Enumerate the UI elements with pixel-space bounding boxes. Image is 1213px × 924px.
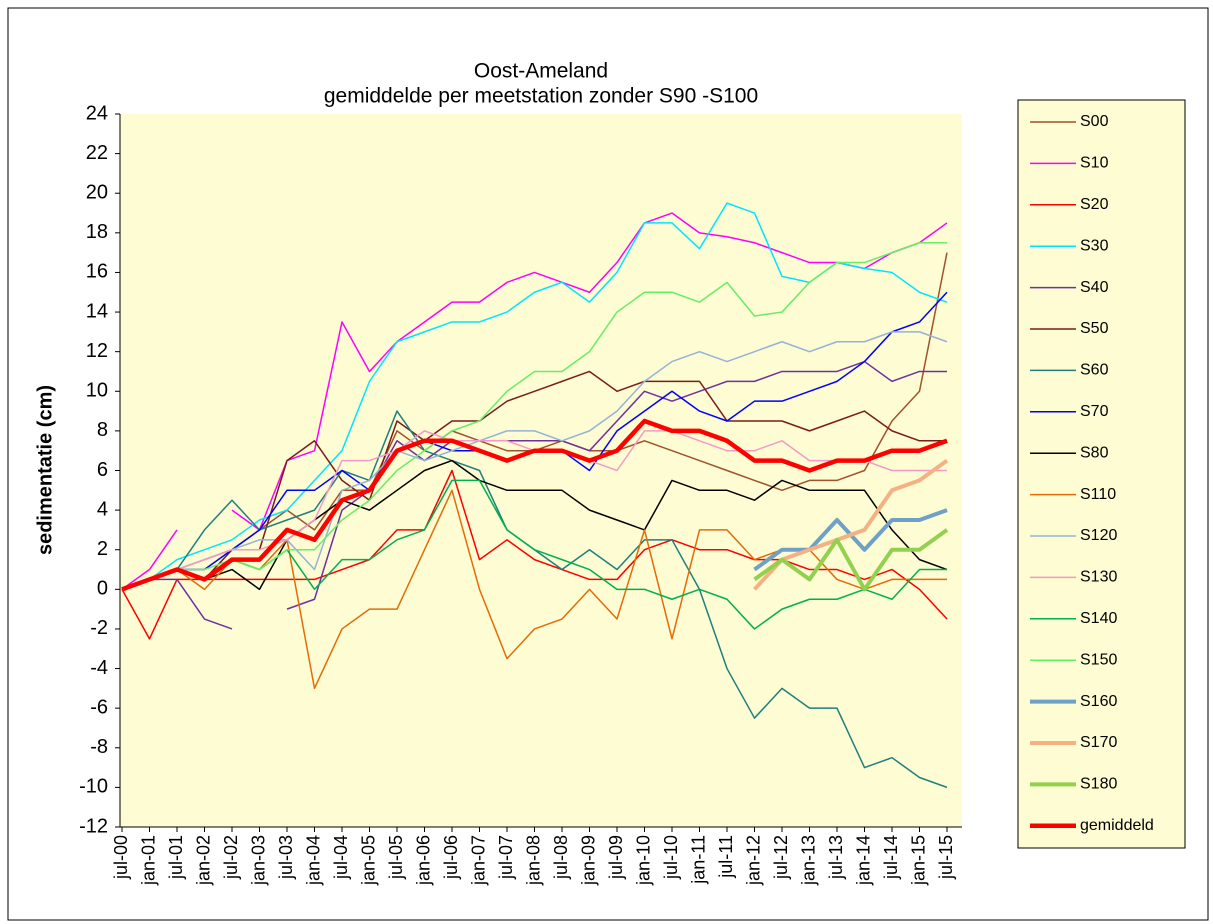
y-tick-label: 14	[86, 300, 108, 322]
x-tick-label: jul-13	[826, 835, 846, 880]
legend-label: S120	[1080, 527, 1117, 544]
x-tick-label: jan-10	[633, 835, 653, 886]
legend-label: S40	[1080, 279, 1109, 296]
x-tick-label: jul-11	[716, 835, 736, 879]
x-tick-label: jan-08	[523, 835, 543, 886]
x-tick-label: jul-01	[166, 835, 186, 880]
x-tick-label: jul-04	[331, 835, 351, 880]
chart-subtitle: gemiddelde per meetstation zonder S90 -S…	[324, 85, 758, 108]
y-tick-label: 12	[86, 340, 108, 362]
y-axis-label: sedimentatie (cm)	[34, 385, 56, 555]
x-tick-label: jul-00	[111, 835, 131, 880]
x-tick-label: jan-03	[248, 835, 268, 886]
x-tick-label: jan-09	[578, 835, 598, 886]
legend-label: S60	[1080, 362, 1109, 379]
y-tick-label: 10	[86, 380, 108, 402]
y-tick-label: 24	[86, 102, 108, 124]
legend-label: S140	[1080, 610, 1117, 627]
y-tick-label: 18	[86, 221, 108, 243]
x-tick-label: jul-03	[276, 835, 296, 880]
legend-label: S10	[1080, 155, 1109, 172]
x-tick-label: jan-04	[303, 835, 323, 886]
series-line	[121, 459, 948, 591]
series-line	[753, 528, 949, 592]
y-tick-label: 2	[97, 538, 108, 560]
y-tick-label: -8	[90, 736, 108, 758]
x-tick-label: jan-02	[193, 835, 213, 886]
y-tick-label: -6	[90, 696, 108, 718]
legend-label: S00	[1080, 113, 1109, 130]
legend-label: S170	[1080, 734, 1117, 751]
y-tick-label: 6	[97, 459, 108, 481]
series-line	[121, 212, 948, 590]
x-tick-label: jul-15	[936, 835, 956, 880]
legend-label: S20	[1080, 196, 1109, 213]
x-tick-label: jan-01	[138, 835, 158, 886]
x-tick-label: jan-15	[908, 835, 928, 886]
series-line	[753, 458, 949, 591]
x-tick-label: jan-13	[798, 835, 818, 886]
x-tick-label: jul-06	[441, 835, 461, 880]
legend	[1017, 99, 1186, 849]
series-line	[121, 418, 948, 592]
y-tick-label: 0	[97, 578, 108, 600]
y-tick-label: -4	[90, 657, 108, 679]
legend-label: S70	[1080, 403, 1109, 420]
x-tick-label: jan-11	[688, 835, 708, 885]
y-tick-label: 8	[97, 419, 108, 441]
y-tick-label: -2	[90, 617, 108, 639]
x-tick-label: jan-14	[853, 835, 873, 886]
legend-label: S30	[1080, 237, 1109, 254]
x-tick-label: jul-07	[496, 835, 516, 880]
y-tick-label: 4	[97, 498, 108, 520]
x-tick-label: jul-08	[551, 835, 571, 880]
x-tick-label: jul-02	[221, 835, 241, 880]
legend-label: S130	[1080, 569, 1117, 586]
legend-label: gemiddeld	[1080, 817, 1154, 834]
x-tick-label: jul-12	[771, 835, 791, 880]
x-tick-label: jan-05	[358, 835, 378, 886]
legend-label: S160	[1080, 693, 1117, 710]
x-tick-label: jan-06	[413, 835, 433, 886]
x-tick-label: jul-14	[881, 835, 901, 880]
chart-title: Oost-Ameland	[474, 60, 608, 83]
x-tick-label: jul-10	[661, 835, 681, 880]
legend-label: S50	[1080, 320, 1109, 337]
legend-label: S150	[1080, 651, 1117, 668]
legend-label: S110	[1080, 486, 1116, 503]
series-line	[121, 331, 948, 591]
y-tick-label: 22	[86, 142, 108, 164]
x-tick-label: jan-12	[743, 835, 763, 886]
x-tick-label: jan-07	[468, 835, 488, 886]
legend-label: S80	[1080, 444, 1109, 461]
plot-area	[120, 114, 962, 827]
legend-label: S180	[1080, 776, 1117, 793]
x-tick-label: jul-05	[386, 835, 406, 880]
y-tick-label: 20	[86, 182, 108, 204]
series-line	[121, 241, 947, 591]
y-tick-label: 16	[86, 261, 108, 283]
series-line	[121, 469, 948, 640]
x-tick-label: jul-09	[606, 835, 626, 880]
y-tick-label: -12	[79, 815, 108, 837]
y-tick-label: -10	[79, 776, 108, 798]
